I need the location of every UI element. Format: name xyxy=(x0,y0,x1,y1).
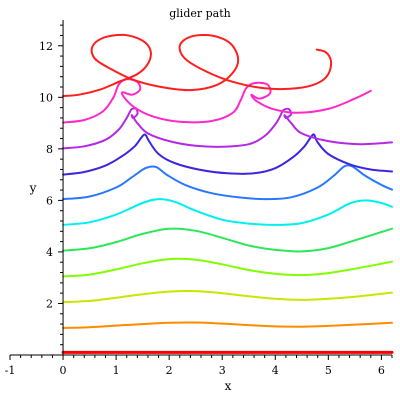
y-tick-label: 10 xyxy=(39,91,53,104)
x-tick-label: 4 xyxy=(272,364,279,377)
glider-path-series-3 xyxy=(62,257,393,278)
y-tick-label: 6 xyxy=(46,194,53,207)
glider-path-series-6 xyxy=(62,164,393,201)
glider-path-series-2 xyxy=(62,289,393,304)
x-tick-label: 6 xyxy=(378,364,385,377)
x-tick-label: 2 xyxy=(166,364,173,377)
glider-path-series-5 xyxy=(62,198,393,226)
y-tick-label: 2 xyxy=(46,297,53,310)
y-tick-label: 4 xyxy=(46,246,53,259)
y-tick-label: 12 xyxy=(39,40,53,53)
glider-path-series-10 xyxy=(62,33,333,97)
y-tick-label: 8 xyxy=(46,143,53,156)
glider-path-series-4 xyxy=(62,227,393,253)
y-axis-label: y xyxy=(29,181,37,195)
glider-path-series-7 xyxy=(62,133,393,176)
x-tick-label: 3 xyxy=(219,364,226,377)
chart-series-group xyxy=(61,33,394,354)
glider-path-series-1 xyxy=(62,321,393,329)
glider-path-series-8 xyxy=(62,107,393,150)
x-tick-label: -1 xyxy=(5,364,16,377)
chart-title: glider path xyxy=(169,7,231,20)
x-tick-label: 0 xyxy=(60,364,67,377)
x-tick-label: 5 xyxy=(325,364,332,377)
x-axis-label: x xyxy=(225,379,232,393)
x-tick-label: 1 xyxy=(113,364,120,377)
